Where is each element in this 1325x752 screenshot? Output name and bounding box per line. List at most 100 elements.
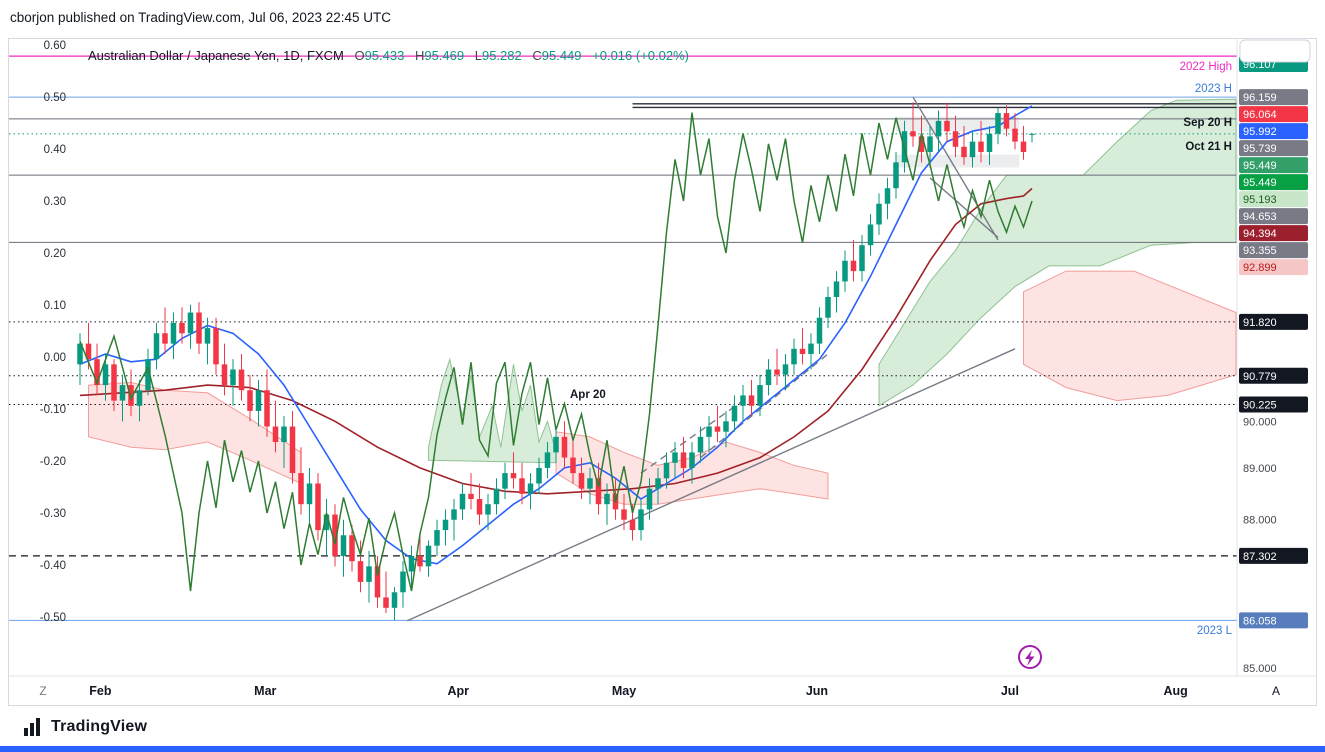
left-axis-tick: 0.30 xyxy=(44,196,66,208)
publisher-text: cborjon published on TradingView.com, Ju… xyxy=(10,10,391,25)
price-label xyxy=(1239,225,1308,242)
price-label-text: 95.449 xyxy=(1243,160,1277,172)
indicator-axis[interactable]: 0.60 0.50 0.40 0.30 0.20 0.10 0.00 -0.10 -0.20 -0… xyxy=(40,40,66,624)
price-label-text: 85.000 xyxy=(1243,663,1277,675)
time-axis[interactable]: Feb Mar Apr May Jun Jul Aug Z A xyxy=(39,684,1280,698)
left-axis-tick: 0.20 xyxy=(44,248,66,260)
price-label xyxy=(1239,157,1308,174)
price-label xyxy=(1239,123,1308,140)
high-label: H xyxy=(414,48,425,63)
axis-corner-left: Z xyxy=(39,684,46,698)
footer: TradingView xyxy=(0,710,1325,752)
price-label-text: 86.058 xyxy=(1243,615,1277,627)
indicator-line xyxy=(79,112,1033,592)
price-label-text: 89.000 xyxy=(1243,463,1277,475)
left-axis-tick: -0.10 xyxy=(40,404,66,416)
high-value: 95.469 xyxy=(424,48,465,63)
left-axis-tick: 0.00 xyxy=(44,352,66,364)
lightning-icon xyxy=(1025,650,1035,666)
symbol-title[interactable]: Australian Dollar / Japanese Yen, 1D, FX… xyxy=(88,48,344,63)
month-tick: May xyxy=(612,684,636,698)
slow-ma-line xyxy=(79,187,1033,495)
trendline[interactable] xyxy=(700,353,829,459)
idea-marker[interactable] xyxy=(1018,645,1042,669)
price-label-text: 91.820 xyxy=(1243,317,1277,329)
price-label-text: 95.992 xyxy=(1243,126,1277,138)
tradingview-logo-icon[interactable] xyxy=(22,716,44,738)
chart-canvas[interactable]: 2022 High 2023 H Sep 20 H Oct 21 H Apr 20 202… xyxy=(0,38,1325,710)
price-label xyxy=(1239,612,1308,629)
bottom-accent-bar xyxy=(0,746,1325,752)
price-label-text: 96.064 xyxy=(1243,109,1277,121)
left-axis-tick: -0.40 xyxy=(40,560,66,572)
open-value: 95.433 xyxy=(364,48,405,63)
left-axis-tick: 0.10 xyxy=(44,300,66,312)
price-label-text: 90.779 xyxy=(1243,371,1277,383)
price-label-text: 88.000 xyxy=(1243,515,1277,527)
price-label-text: 92.899 xyxy=(1243,262,1277,274)
price-axis[interactable]: 96.10796.15996.06495.99295.73995.44995.4… xyxy=(1239,56,1308,675)
month-tick: Apr xyxy=(447,684,469,698)
month-tick: Mar xyxy=(254,684,276,698)
chart-panel-border xyxy=(8,38,1317,706)
price-label xyxy=(1239,174,1308,191)
price-label-text: 87.302 xyxy=(1243,551,1277,563)
price-label-text: 90.000 xyxy=(1243,416,1277,428)
price-label xyxy=(1239,547,1308,564)
low-label: L xyxy=(474,48,482,63)
change-value: +0.016 (+0.02%) xyxy=(592,48,689,63)
chart-annotation: 2023 H xyxy=(1195,83,1232,95)
price-label-text: 93.355 xyxy=(1243,245,1277,257)
left-axis-tick: -0.30 xyxy=(40,508,66,520)
price-label xyxy=(1239,89,1308,106)
trendline[interactable] xyxy=(640,400,744,474)
price-label xyxy=(1239,259,1308,276)
close-value: 95.449 xyxy=(541,48,582,63)
price-label xyxy=(1239,396,1308,413)
price-chart[interactable] xyxy=(9,55,1237,622)
price-label-text: 94.653 xyxy=(1243,211,1277,223)
open-label: O xyxy=(354,48,365,63)
month-tick: Jun xyxy=(806,684,828,698)
price-label xyxy=(1239,106,1308,123)
corner-overlay-box xyxy=(1239,39,1311,63)
chart-annotation: 2023 L xyxy=(1197,625,1233,637)
chart-annotation: Oct 21 H xyxy=(1185,141,1232,153)
tradingview-wordmark[interactable]: TradingView xyxy=(51,718,148,735)
month-tick: Aug xyxy=(1163,684,1187,698)
left-axis-tick: 0.40 xyxy=(44,144,66,156)
price-label xyxy=(1239,140,1308,157)
symbol-legend: Australian Dollar / Japanese Yen, 1D, FX… xyxy=(88,48,689,63)
month-tick: Feb xyxy=(89,684,112,698)
chart-annotation: 2022 High xyxy=(1180,61,1232,73)
left-axis-tick: -0.50 xyxy=(40,612,66,624)
price-label xyxy=(1239,191,1308,208)
trendline[interactable] xyxy=(406,348,1016,622)
price-label-text: 94.394 xyxy=(1243,228,1277,240)
left-axis-tick: 0.50 xyxy=(44,92,66,104)
price-label xyxy=(1239,313,1308,330)
chart-annotation: Sep 20 H xyxy=(1183,117,1232,129)
price-label-text: 95.739 xyxy=(1243,143,1277,155)
axis-corner-right: A xyxy=(1272,684,1280,698)
highlight-zone xyxy=(896,154,1020,168)
price-label-text: 95.193 xyxy=(1243,194,1277,206)
publish-header: cborjon published on TradingView.com, Ju… xyxy=(0,0,1325,38)
price-label xyxy=(1239,208,1308,225)
ichimoku-cloud xyxy=(878,98,1237,407)
left-axis-tick: 0.60 xyxy=(44,40,66,52)
close-label: C xyxy=(532,48,542,63)
price-label-text: 95.449 xyxy=(1243,177,1277,189)
ichimoku-cloud xyxy=(1023,270,1237,402)
month-tick: Jul xyxy=(1001,684,1019,698)
price-label xyxy=(1239,367,1308,384)
chart-annotation: Apr 20 xyxy=(570,389,606,401)
candle-series xyxy=(77,102,1035,621)
price-label-text: 96.159 xyxy=(1243,92,1277,104)
price-label xyxy=(1239,242,1308,259)
low-value: 95.282 xyxy=(481,48,522,63)
trendline[interactable] xyxy=(912,96,999,241)
left-axis-tick: -0.20 xyxy=(40,456,66,468)
price-label-text: 90.225 xyxy=(1243,399,1277,411)
